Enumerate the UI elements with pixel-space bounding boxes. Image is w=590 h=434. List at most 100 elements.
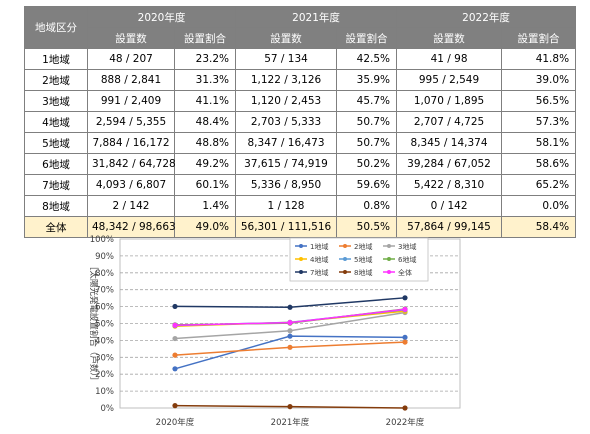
- subheader-ratio: 設置割合: [336, 27, 398, 49]
- y-tick-label: 20%: [95, 370, 114, 380]
- cell-ratio: 41.8%: [501, 48, 577, 70]
- cell-count: 31,842 / 64,728: [87, 153, 176, 175]
- cell-count: 5,422 / 8,310: [396, 174, 503, 196]
- x-tick-label: 2021年度: [271, 417, 310, 428]
- y-tick-label: 10%: [95, 387, 114, 397]
- y-tick-label: 0%: [101, 404, 115, 414]
- cell-ratio: 23.2%: [173, 48, 237, 70]
- cell-count: 2,707 / 4,725: [396, 111, 503, 133]
- x-tick-label: 2022年度: [386, 417, 425, 428]
- data-point: [287, 344, 293, 350]
- cell-ratio: 0.0%: [501, 195, 577, 217]
- row-region: 5地域: [24, 132, 88, 154]
- row-region: 全体: [24, 216, 88, 238]
- cell-ratio: 48.4%: [173, 111, 237, 133]
- row-region: 1地域: [24, 48, 88, 70]
- cell-count: 41 / 98: [396, 48, 503, 70]
- data-point: [402, 295, 408, 301]
- y-axis-title: ［太陽光発電設置割合（戸数）］: [88, 262, 99, 385]
- cell-count: 2,703 / 5,333: [235, 111, 338, 133]
- cell-ratio: 58.4%: [501, 216, 577, 238]
- row-region: 8地域: [24, 195, 88, 217]
- legend-marker: [387, 257, 391, 261]
- legend-marker: [299, 257, 303, 261]
- table-row: 6地域 31,842 / 64,728 49.2% 37,615 / 74,919 50…: [24, 153, 577, 175]
- cell-count: 0 / 142: [396, 195, 503, 217]
- cell-count: 888 / 2,841: [87, 69, 175, 91]
- cell-ratio: 39.0%: [501, 69, 577, 91]
- header-year-2022: 2022年度: [396, 6, 577, 28]
- legend-label: 8地域: [354, 268, 372, 277]
- data-point: [402, 405, 408, 411]
- cell-ratio: 48.8%: [173, 132, 237, 154]
- cell-ratio: 49.0%: [173, 216, 237, 238]
- cell-ratio: 31.3%: [173, 69, 237, 91]
- legend-marker: [343, 244, 347, 248]
- data-point: [287, 333, 293, 339]
- subheader-ratio: 設置割合: [501, 27, 577, 49]
- cell-count: 48 / 207: [87, 48, 175, 70]
- legend: [289, 237, 429, 282]
- cell-ratio: 65.2%: [501, 174, 577, 196]
- legend-label: 1地域: [310, 242, 328, 251]
- legend-marker: [387, 244, 391, 248]
- data-point: [172, 352, 178, 358]
- row-region: 2地域: [24, 69, 88, 91]
- cell-count: 1,122 / 3,126: [235, 69, 338, 91]
- subheader-count: 設置数: [235, 27, 338, 49]
- row-region: 4地域: [24, 111, 88, 133]
- cell-count: 1,070 / 1,895: [396, 90, 503, 112]
- cell-ratio: 60.1%: [173, 174, 237, 196]
- cell-count: 4,093 / 6,807: [87, 174, 175, 196]
- x-tick-label: 2020年度: [156, 417, 195, 428]
- data-point: [287, 320, 293, 326]
- cell-count: 5,336 / 8,950: [235, 174, 338, 196]
- data-point: [172, 366, 178, 372]
- table-row-total: 全体 48,342 / 98,663 49.0% 56,301 / 111,516 50…: [24, 216, 577, 238]
- subheader-ratio: 設置割合: [173, 27, 237, 49]
- data-table: 地域区分 2020年度 2021年度 2022年度 設置数 設置割合 設置数 設…: [24, 6, 577, 238]
- cell-ratio: 59.6%: [336, 174, 398, 196]
- cell-ratio: 50.5%: [336, 216, 398, 238]
- y-tick-label: 70%: [95, 286, 114, 296]
- legend-marker: [343, 270, 347, 274]
- data-point: [287, 404, 293, 410]
- table-row: 5地域 7,884 / 16,172 48.8% 8,347 / 16,473 50.7…: [24, 132, 577, 154]
- y-tick-label: 50%: [95, 320, 114, 330]
- cell-ratio: 41.1%: [173, 90, 237, 112]
- legend-label: 4地域: [310, 255, 328, 264]
- table-row: 4地域 2,594 / 5,355 48.4% 2,703 / 5,333 50.7% 2…: [24, 111, 577, 133]
- cell-count: 1 / 128: [235, 195, 338, 217]
- cell-count: 8,347 / 16,473: [235, 132, 338, 154]
- cell-ratio: 49.2%: [173, 153, 237, 175]
- cell-count: 39,284 / 67,052: [396, 153, 503, 175]
- y-tick-label: 40%: [95, 336, 114, 346]
- y-tick-label: 90%: [95, 252, 114, 262]
- cell-count: 57,864 / 99,145: [396, 216, 503, 238]
- data-point: [172, 403, 178, 409]
- legend-marker: [387, 270, 391, 274]
- subheader-count: 設置数: [87, 27, 175, 49]
- cell-count: 995 / 2,549: [396, 69, 503, 91]
- data-point: [172, 335, 178, 342]
- legend-marker: [299, 244, 303, 248]
- legend-label: 5地域: [354, 255, 372, 264]
- cell-count: 48,342 / 98,663: [87, 216, 176, 238]
- legend-marker: [299, 270, 303, 274]
- cell-ratio: 0.8%: [336, 195, 398, 217]
- cell-ratio: 35.9%: [336, 69, 398, 91]
- legend-label: 6地域: [398, 255, 416, 264]
- cell-ratio: 50.7%: [336, 132, 398, 154]
- cell-ratio: 57.3%: [501, 111, 577, 133]
- row-region: 3地域: [24, 90, 88, 112]
- row-region: 6地域: [24, 153, 88, 175]
- cell-ratio: 42.5%: [336, 48, 398, 70]
- table-row: 1地域 48 / 207 23.2% 57 / 134 42.5% 41 / 98 41.8…: [24, 48, 577, 70]
- data-point: [287, 328, 293, 334]
- legend-label: 全体: [398, 268, 412, 277]
- legend-label: 3地域: [398, 242, 416, 251]
- row-region: 7地域: [24, 174, 88, 196]
- y-tick-label: 80%: [95, 269, 114, 279]
- cell-count: 8,345 / 14,374: [396, 132, 503, 154]
- data-point: [402, 339, 408, 345]
